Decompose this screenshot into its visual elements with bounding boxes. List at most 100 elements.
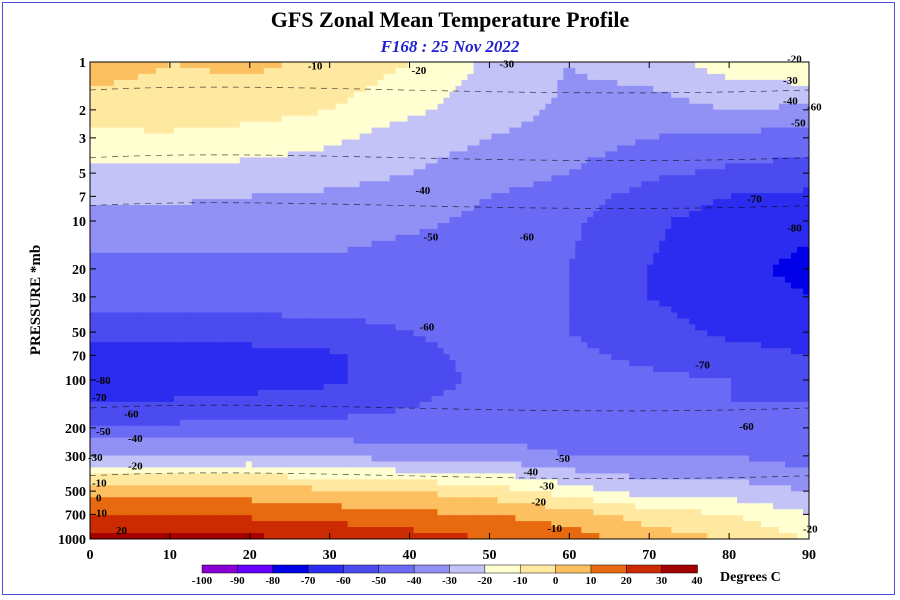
field-cell	[509, 127, 517, 135]
field-cell	[143, 67, 151, 75]
field-cell	[143, 205, 151, 212]
field-cell	[221, 103, 229, 111]
field-cell	[713, 252, 720, 260]
field-cell	[395, 240, 403, 248]
field-cell	[773, 246, 780, 254]
field-cell	[299, 157, 307, 164]
field-cell	[215, 258, 223, 266]
field-cell	[503, 157, 511, 164]
field-cell	[371, 169, 379, 176]
field-cell	[731, 127, 738, 135]
field-cell	[623, 193, 630, 200]
field-cell	[299, 294, 307, 302]
field-cell	[647, 211, 654, 218]
field-cell	[365, 270, 373, 278]
field-cell	[419, 163, 427, 170]
field-cell	[689, 62, 696, 69]
field-cell	[239, 276, 247, 284]
field-cell	[383, 97, 391, 105]
field-cell	[407, 145, 415, 153]
field-cell	[713, 258, 720, 266]
field-cell	[317, 115, 325, 123]
field-cell	[179, 264, 187, 272]
field-cell	[257, 258, 265, 266]
field-cell	[251, 175, 259, 182]
field-cell	[347, 127, 355, 135]
field-cell	[647, 300, 654, 308]
field-cell	[125, 252, 133, 260]
field-cell	[203, 276, 211, 284]
field-cell	[563, 79, 570, 87]
field-cell	[293, 205, 301, 212]
field-cell	[371, 157, 379, 164]
field-cell	[587, 222, 594, 230]
field-cell	[125, 121, 133, 129]
field-cell	[311, 175, 319, 182]
field-cell	[683, 97, 690, 105]
field-cell	[299, 211, 307, 218]
field-cell	[755, 228, 762, 236]
field-cell	[353, 276, 361, 284]
field-cell	[683, 73, 690, 81]
field-cell	[377, 169, 385, 176]
field-cell	[119, 258, 127, 266]
field-cell	[791, 294, 798, 302]
field-cell	[389, 228, 397, 236]
field-cell	[323, 73, 331, 81]
field-cell	[551, 145, 558, 153]
field-cell	[683, 187, 690, 194]
field-cell	[257, 187, 265, 194]
field-cell	[803, 163, 809, 170]
field-cell	[449, 91, 457, 99]
field-cell	[659, 169, 666, 176]
field-cell	[425, 62, 433, 69]
field-cell	[695, 163, 702, 170]
field-cell	[587, 133, 594, 141]
field-cell	[683, 157, 690, 164]
field-cell	[293, 151, 301, 158]
field-cell	[617, 91, 624, 99]
field-cell	[293, 97, 301, 105]
field-cell	[425, 282, 433, 290]
field-cell	[581, 294, 588, 302]
field-cell	[707, 121, 714, 129]
field-cell	[311, 288, 319, 296]
field-cell	[413, 294, 421, 302]
field-cell	[671, 145, 678, 153]
field-cell	[371, 103, 379, 111]
field-cell	[485, 67, 493, 75]
field-cell	[131, 246, 139, 254]
field-cell	[407, 234, 415, 242]
field-cell	[545, 246, 552, 254]
field-cell	[233, 163, 241, 170]
field-cell	[437, 270, 445, 278]
field-cell	[113, 187, 121, 194]
field-cell	[389, 181, 397, 188]
field-cell	[431, 222, 439, 230]
field-cell	[563, 282, 570, 290]
field-cell	[491, 175, 499, 182]
field-cell	[491, 222, 499, 230]
field-cell	[629, 211, 636, 218]
field-cell	[515, 79, 522, 87]
field-cell	[395, 246, 403, 254]
field-cell	[90, 282, 97, 290]
field-cell	[329, 139, 337, 147]
field-cell	[455, 276, 463, 284]
field-cell	[269, 306, 277, 314]
field-cell	[749, 246, 756, 254]
field-cell	[755, 163, 762, 170]
field-cell	[395, 264, 403, 272]
field-cell	[371, 193, 379, 200]
field-cell	[95, 97, 103, 105]
field-cell	[113, 205, 121, 212]
field-cell	[677, 85, 684, 93]
field-cell	[563, 62, 570, 69]
field-cell	[95, 240, 103, 248]
field-cell	[101, 282, 109, 290]
field-cell	[521, 169, 528, 176]
field-cell	[599, 175, 606, 182]
field-cell	[455, 228, 463, 236]
field-cell	[437, 73, 445, 81]
field-cell	[755, 288, 762, 296]
